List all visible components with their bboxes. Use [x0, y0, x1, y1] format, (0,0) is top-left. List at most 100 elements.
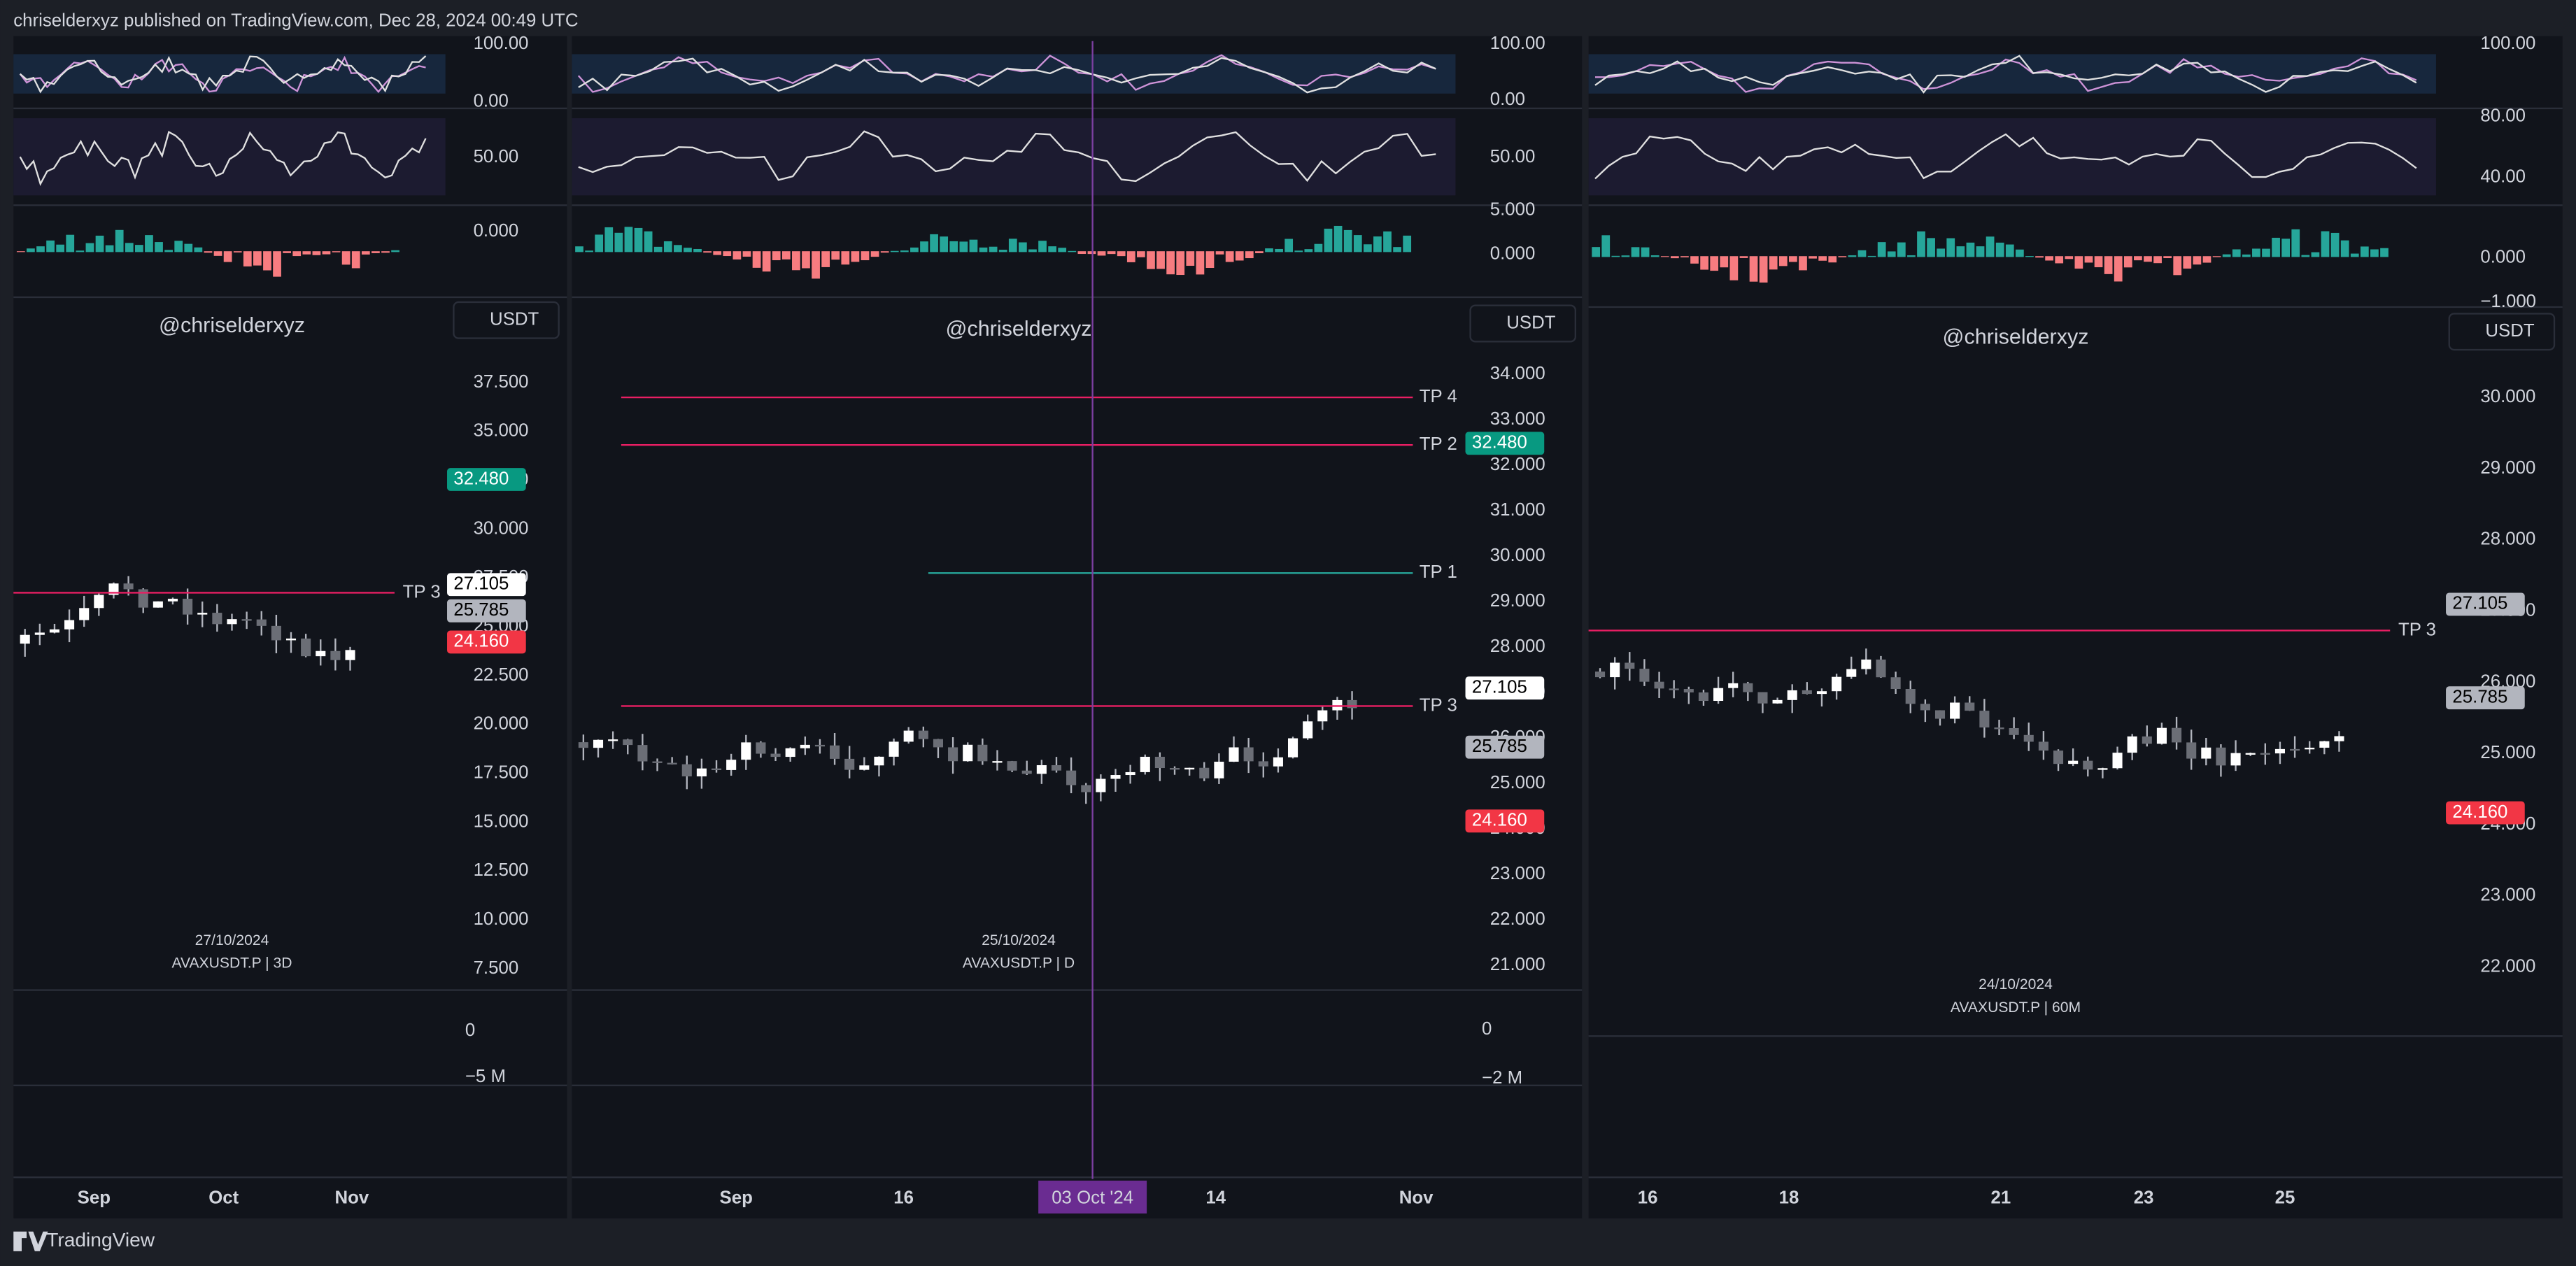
histogram-bar [2104, 256, 2113, 274]
histogram-bar [332, 251, 341, 253]
histogram-bar [880, 251, 889, 253]
currency-box [453, 301, 560, 339]
histogram-bar [184, 243, 193, 253]
candle-body [1036, 764, 1047, 774]
publisher: chriselderxyz published on TradingView.c… [13, 10, 578, 30]
histogram-bar [2291, 229, 2300, 257]
price-tag [447, 468, 526, 491]
histogram-bar [910, 247, 919, 253]
price-tick: 22.000 [2480, 957, 2535, 976]
candle-body [1610, 662, 1620, 678]
histogram-bar [1205, 251, 1215, 269]
time-label: Sep [720, 1188, 753, 1208]
candle-body [844, 758, 855, 770]
candle-body [1273, 757, 1283, 767]
price-tag [1465, 735, 1545, 759]
histogram-bar [752, 251, 761, 268]
candle-body [1243, 747, 1254, 762]
histogram-bar [920, 241, 928, 253]
histogram-bar [2005, 244, 2014, 257]
brand: TradingView [46, 1228, 155, 1251]
histogram-bar [595, 234, 604, 253]
histogram-bar [2242, 254, 2251, 257]
histogram-bar [930, 234, 938, 253]
candle-body [2230, 753, 2241, 766]
histogram-bar [204, 251, 213, 253]
price-tick: 12.500 [474, 860, 529, 880]
histogram-bar [1927, 238, 1935, 257]
histogram-bar [155, 242, 163, 253]
brand-logo [13, 1231, 48, 1251]
histogram-bar [213, 251, 222, 256]
histogram-bar [263, 251, 271, 271]
histogram-bar [125, 243, 134, 253]
candle-body [1258, 761, 1268, 767]
histogram-bar [742, 251, 751, 257]
histogram-bar [1710, 256, 1719, 271]
candle-body [79, 608, 90, 620]
histogram-bar [2311, 252, 2320, 257]
histogram-bar [979, 247, 988, 253]
histogram-bar [1265, 248, 1273, 253]
volume-tick: 0 [1482, 1019, 1492, 1039]
histogram-bar [684, 248, 692, 253]
candle-body [800, 744, 810, 748]
histogram-bar [312, 251, 321, 255]
indicator-line [578, 57, 1436, 94]
candle-body [2053, 751, 2064, 764]
candle-body [1876, 659, 1886, 678]
histogram-bar [1255, 251, 1264, 253]
histogram-bar [145, 235, 153, 253]
histogram-bar [723, 251, 732, 257]
macd-tick: 5.000 [1490, 199, 1536, 219]
currency-box [1469, 304, 1577, 343]
watermark: @chriselderxyz [1943, 325, 2089, 349]
histogram-bar [2183, 256, 2192, 269]
osc-band [13, 118, 446, 196]
candle-body [2083, 760, 2093, 770]
histogram-bar [940, 236, 949, 253]
price-tag [447, 630, 526, 654]
price-tick: 20.000 [474, 714, 529, 734]
currency-box [2448, 313, 2556, 351]
time-label: 16 [1638, 1188, 1658, 1208]
candle-body [918, 730, 928, 739]
histogram-bar [1867, 255, 1876, 257]
histogram-bar [1107, 251, 1116, 255]
date: 25/10/2024 [982, 932, 1056, 948]
volume-tick: −5 M [465, 1067, 506, 1086]
level-label: TP 4 [1420, 387, 1457, 406]
histogram-bar [1393, 247, 1401, 253]
macd-tick: 0.000 [2480, 247, 2526, 266]
candle-body [814, 744, 825, 747]
histogram-bar [223, 251, 232, 262]
currency: USDT [1506, 313, 1555, 332]
candle-body [2068, 760, 2079, 764]
candle-body [726, 760, 737, 770]
candle-body [785, 748, 795, 758]
histogram-bar [1304, 249, 1313, 253]
candle-body [241, 619, 252, 621]
histogram-bar [2232, 249, 2241, 257]
price-tick: 28.000 [2480, 529, 2535, 549]
histogram-bar [115, 229, 124, 253]
histogram-bar [1186, 251, 1195, 266]
histogram-bar [2055, 256, 2064, 264]
histogram-bar [2281, 239, 2291, 257]
candle-body [94, 595, 104, 609]
rsi-band [13, 54, 446, 94]
histogram-bar [2370, 249, 2379, 257]
histogram-bar [2123, 256, 2132, 268]
indicator-line [578, 130, 1436, 183]
histogram-bar [949, 241, 958, 253]
candle-body [64, 620, 75, 630]
histogram-bar [1857, 250, 1867, 257]
histogram-bar [861, 251, 870, 261]
histogram-bar [604, 227, 614, 253]
candle-body [316, 650, 326, 657]
level-label: TP 3 [403, 582, 441, 602]
histogram-bar [2153, 256, 2162, 264]
histogram-bar [2330, 232, 2340, 257]
candle-body [1303, 721, 1313, 739]
price-tag [2446, 592, 2525, 616]
